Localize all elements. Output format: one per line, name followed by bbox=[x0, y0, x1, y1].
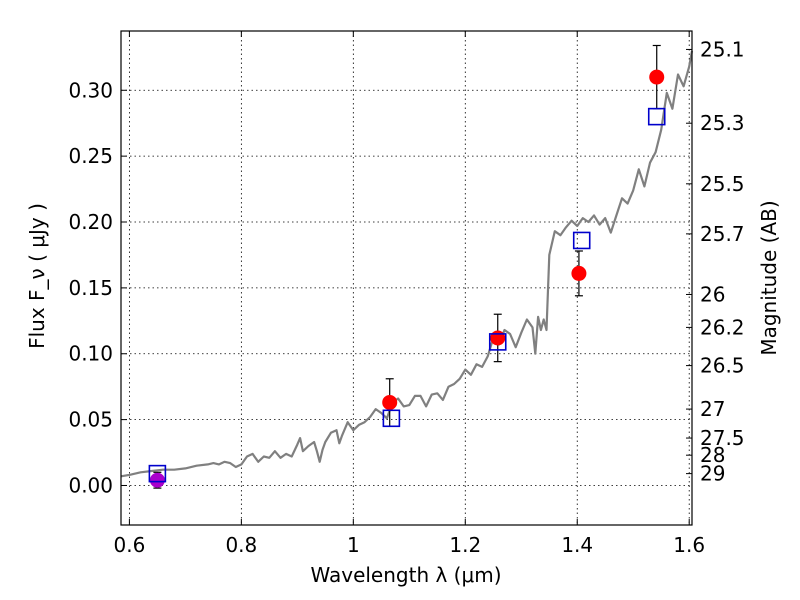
grid-lines bbox=[121, 31, 692, 525]
mag-tick-label: 27.5 bbox=[700, 426, 745, 450]
square-marker bbox=[148, 464, 167, 483]
y-tick-label: 0.05 bbox=[68, 408, 113, 432]
data-points-group bbox=[148, 44, 666, 489]
circle-marker bbox=[571, 265, 587, 281]
square-marker bbox=[647, 107, 666, 126]
mag-tick-label: 26 bbox=[700, 282, 725, 306]
y-tick-label: 0.15 bbox=[68, 276, 113, 300]
mag-tick-label: 27 bbox=[700, 397, 725, 421]
circle-marker bbox=[382, 394, 398, 410]
circle-marker bbox=[490, 330, 506, 346]
circle-marker bbox=[649, 69, 665, 85]
mag-tick-label: 25.3 bbox=[700, 111, 745, 135]
y-tick-label: 0.00 bbox=[68, 473, 113, 497]
plot-frame bbox=[120, 30, 693, 526]
mag-tick-label: 25.1 bbox=[700, 37, 745, 61]
y-tick-label: 0.20 bbox=[68, 210, 113, 234]
y-tick-label: 0.25 bbox=[68, 144, 113, 168]
axis-ticks: 0.6 0.8 1 1.2 1.4 1.6 0.00 0.05 0.10 0.15 0.20 0.25… bbox=[68, 31, 745, 557]
y-axis-label: Flux F_ν ( μJy ) bbox=[25, 203, 49, 349]
square-marker bbox=[488, 333, 507, 351]
x-tick-label: 0.8 bbox=[225, 533, 257, 557]
x-tick-label: 1.6 bbox=[673, 533, 705, 557]
mag-tick-label: 29 bbox=[700, 462, 725, 486]
square-marker bbox=[382, 409, 401, 428]
mag-tick-label: 25.7 bbox=[700, 222, 745, 246]
mag-tick-label: 26.5 bbox=[700, 354, 745, 378]
spectrum-line bbox=[120, 50, 694, 478]
x-tick-label: 1.4 bbox=[561, 533, 593, 557]
x-tick-label: 0.6 bbox=[113, 533, 145, 557]
x-axis-label: Wavelength λ (μm) bbox=[310, 563, 501, 587]
y-tick-label: 0.10 bbox=[68, 342, 113, 366]
x-tick-label: 1 bbox=[347, 533, 360, 557]
square-marker bbox=[572, 231, 591, 250]
mag-tick-label: 26.2 bbox=[700, 315, 745, 339]
y2-axis-label: Magnitude (AB) bbox=[757, 200, 781, 355]
spectrum-line-group bbox=[120, 50, 694, 478]
mag-tick-label: 25.5 bbox=[700, 172, 745, 196]
mag-tick-label: 28 bbox=[700, 443, 725, 467]
circle-marker bbox=[149, 472, 165, 488]
x-tick-label: 1.2 bbox=[449, 533, 481, 557]
y-tick-label: 0.30 bbox=[68, 78, 113, 102]
